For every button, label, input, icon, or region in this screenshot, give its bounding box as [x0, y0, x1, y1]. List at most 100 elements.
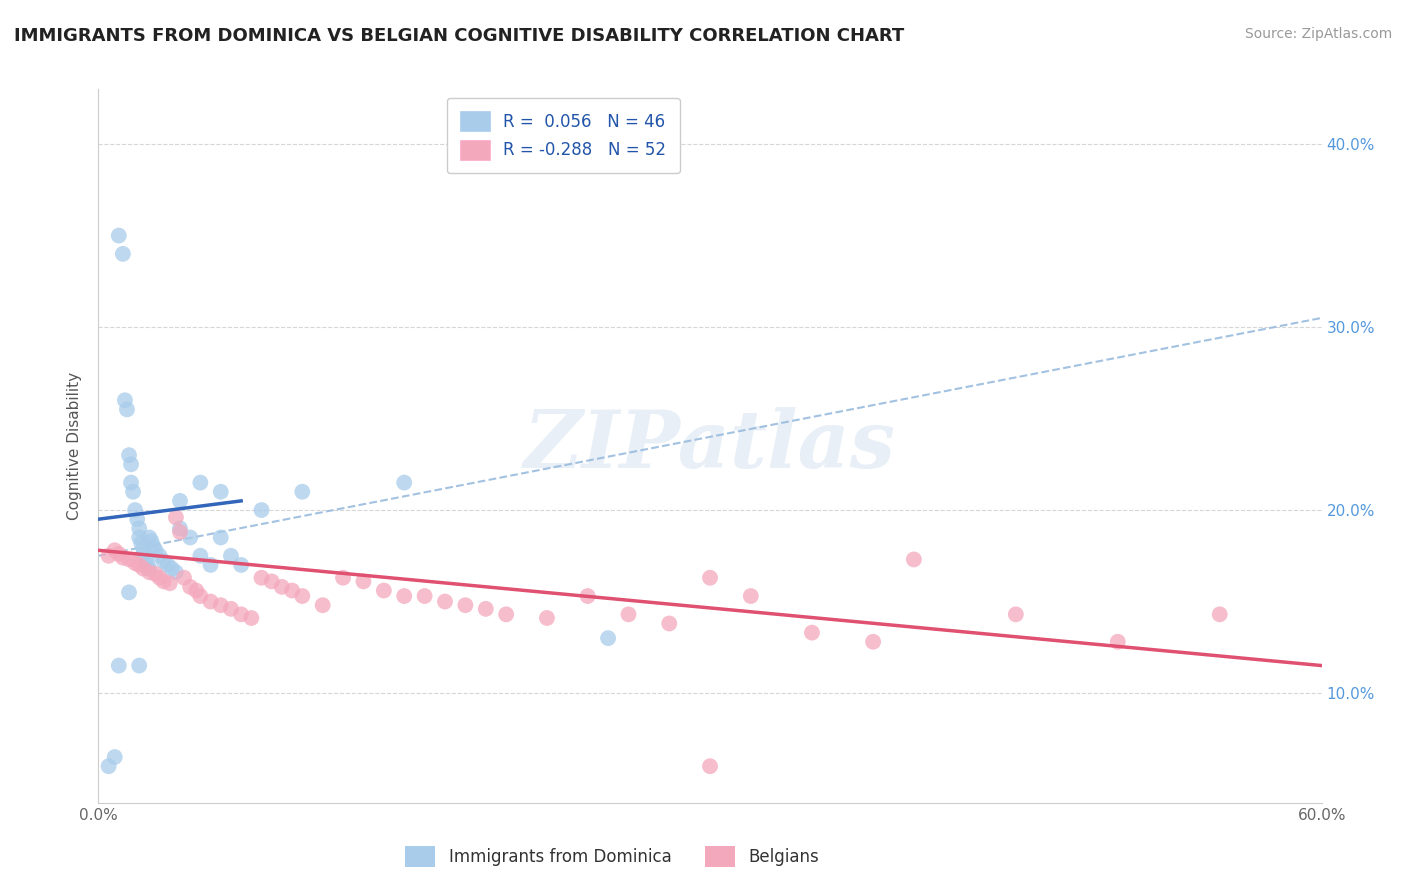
Point — [124, 556, 146, 570]
Point — [332, 571, 354, 585]
Point — [118, 448, 141, 462]
Point — [132, 561, 155, 575]
Point — [188, 589, 212, 603]
Point — [138, 566, 160, 580]
Point — [108, 658, 131, 673]
Point — [209, 531, 232, 545]
Point — [160, 561, 183, 575]
Point — [1107, 634, 1129, 648]
Point — [97, 759, 120, 773]
Point — [108, 228, 131, 243]
Point — [165, 566, 187, 580]
Point — [129, 536, 152, 550]
Text: IMMIGRANTS FROM DOMINICA VS BELGIAN COGNITIVE DISABILITY CORRELATION CHART: IMMIGRANTS FROM DOMINICA VS BELGIAN COGN… — [14, 27, 904, 45]
Point — [270, 580, 294, 594]
Point — [373, 583, 395, 598]
Point — [114, 393, 136, 408]
Point — [186, 583, 208, 598]
Point — [104, 543, 127, 558]
Point — [179, 580, 201, 594]
Text: Source: ZipAtlas.com: Source: ZipAtlas.com — [1244, 27, 1392, 41]
Point — [413, 589, 436, 603]
Point — [145, 567, 167, 582]
Point — [111, 247, 134, 261]
Point — [179, 531, 201, 545]
Point — [132, 541, 155, 556]
Point — [142, 540, 165, 554]
Point — [104, 750, 127, 764]
Y-axis label: Cognitive Disability: Cognitive Disability — [67, 372, 83, 520]
Point — [219, 549, 242, 563]
Point — [128, 558, 150, 572]
Point — [250, 571, 273, 585]
Point — [1004, 607, 1026, 622]
Point — [122, 484, 145, 499]
Point — [159, 576, 181, 591]
Point — [188, 475, 212, 490]
Point — [134, 552, 156, 566]
Point — [141, 534, 163, 549]
Point — [169, 524, 191, 539]
Point — [658, 616, 681, 631]
Point — [136, 558, 159, 572]
Point — [165, 510, 187, 524]
Point — [1209, 607, 1232, 622]
Point — [536, 611, 558, 625]
Point — [231, 607, 253, 622]
Point — [128, 531, 150, 545]
Point — [862, 634, 884, 648]
Point — [291, 484, 314, 499]
Point — [454, 598, 477, 612]
Point — [128, 521, 150, 535]
Point — [188, 549, 212, 563]
Point — [392, 475, 416, 490]
Point — [138, 561, 160, 575]
Point — [173, 571, 195, 585]
Point — [312, 598, 335, 612]
Point — [281, 583, 304, 598]
Point — [152, 554, 174, 568]
Point — [145, 543, 167, 558]
Point — [111, 550, 134, 565]
Point — [495, 607, 517, 622]
Point — [169, 494, 191, 508]
Point — [598, 631, 620, 645]
Point — [128, 658, 150, 673]
Point — [118, 552, 141, 566]
Point — [474, 602, 498, 616]
Point — [156, 558, 179, 572]
Point — [352, 574, 374, 589]
Point — [740, 589, 762, 603]
Point — [138, 531, 160, 545]
Point — [120, 458, 142, 472]
Point — [118, 585, 141, 599]
Point — [152, 574, 174, 589]
Text: ZIPatlas: ZIPatlas — [524, 408, 896, 484]
Point — [120, 475, 142, 490]
Point — [801, 625, 824, 640]
Point — [219, 602, 242, 616]
Point — [127, 512, 149, 526]
Point — [434, 594, 457, 608]
Point — [903, 552, 925, 566]
Point — [617, 607, 640, 622]
Point — [576, 589, 599, 603]
Point — [250, 503, 273, 517]
Point — [209, 598, 232, 612]
Point — [200, 594, 222, 608]
Point — [149, 549, 172, 563]
Point — [260, 574, 283, 589]
Point — [115, 402, 138, 417]
Point — [200, 558, 222, 572]
Point — [291, 589, 314, 603]
Point — [169, 521, 191, 535]
Point — [392, 589, 416, 603]
Point — [149, 571, 172, 585]
Point — [699, 571, 721, 585]
Point — [124, 503, 146, 517]
Legend: Immigrants from Dominica, Belgians: Immigrants from Dominica, Belgians — [392, 833, 832, 880]
Point — [209, 484, 232, 499]
Point — [231, 558, 253, 572]
Point — [699, 759, 721, 773]
Point — [97, 549, 120, 563]
